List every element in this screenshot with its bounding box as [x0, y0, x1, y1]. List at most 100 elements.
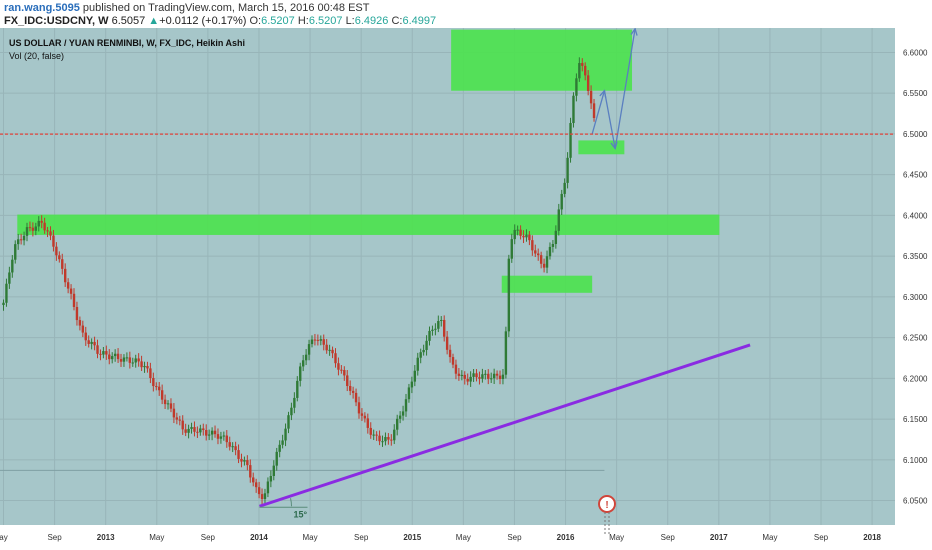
- candle-body: [275, 451, 278, 466]
- candle-body: [207, 434, 211, 436]
- publish-info: ran.wang.5095 published on TradingView.c…: [4, 2, 369, 14]
- candle-body: [278, 444, 281, 452]
- x-tick-label: 2018: [863, 533, 881, 542]
- price-chart[interactable]: 15° 6.4997 US DOLLAR / YUAN RENMINBI, W,…: [0, 28, 932, 550]
- high-label: H:: [297, 15, 309, 27]
- candle-body: [334, 353, 337, 364]
- y-tick-label: 6.5500: [903, 89, 928, 98]
- candle-body: [442, 319, 446, 337]
- candle-body: [584, 65, 587, 76]
- event-flag[interactable]: !: [598, 495, 616, 536]
- candle-body: [346, 375, 349, 387]
- candle-body: [472, 373, 475, 377]
- candle-body: [469, 376, 472, 382]
- candle-body: [46, 230, 49, 232]
- candle-body: [122, 357, 126, 362]
- candle-body: [96, 345, 99, 354]
- candle-body: [351, 390, 355, 393]
- candle-body: [301, 360, 305, 367]
- y-tick-label: 6.5000: [903, 130, 928, 139]
- candle-body: [525, 234, 528, 238]
- candle-body: [513, 229, 516, 240]
- chart-subtitle: Vol (20, false): [9, 51, 64, 61]
- plot-area[interactable]: [0, 28, 895, 525]
- candle-body: [40, 220, 43, 223]
- candle-body: [166, 403, 170, 405]
- candle-body: [257, 487, 261, 495]
- candle-body: [19, 239, 23, 241]
- candle-body: [116, 353, 120, 360]
- candle-body: [193, 427, 196, 432]
- price-value: 6.5057: [111, 15, 146, 27]
- candle-body: [160, 390, 164, 400]
- candle-body: [357, 402, 361, 414]
- candle-body: [181, 420, 184, 430]
- drawings-layer: 15°: [259, 28, 751, 519]
- low-label: L:: [345, 15, 355, 27]
- candle-body: [375, 434, 378, 436]
- candle-body: [539, 255, 543, 264]
- candle-body: [240, 458, 243, 462]
- candle-body: [11, 259, 14, 273]
- candle-body: [478, 377, 481, 379]
- candle-body: [528, 234, 531, 241]
- candle-body: [249, 465, 252, 478]
- candle-body: [328, 349, 331, 351]
- candle-body: [548, 246, 552, 257]
- candle-body: [448, 349, 452, 358]
- candle-body: [72, 293, 76, 307]
- candle-body: [490, 378, 493, 380]
- candle-body: [586, 75, 590, 91]
- x-tick-label: 2017: [710, 533, 728, 542]
- author-link[interactable]: ran.wang.5095: [4, 2, 80, 14]
- zone-6300: [501, 275, 593, 293]
- candle-body: [243, 460, 246, 462]
- x-axis-panel[interactable]: [0, 525, 932, 550]
- x-tick-label: May: [456, 533, 471, 542]
- candle-body: [131, 362, 134, 364]
- candle-body: [184, 429, 187, 433]
- candle-body: [354, 392, 358, 403]
- candle-body: [222, 435, 226, 437]
- candle-body: [199, 428, 202, 433]
- change-value: +0.0112 (+0.17%): [159, 15, 247, 27]
- candle-body: [572, 95, 575, 124]
- candle-body: [49, 231, 52, 236]
- projection-arrowhead: [599, 89, 607, 98]
- y-axis-panel[interactable]: [895, 28, 932, 525]
- candle-body: [510, 239, 513, 259]
- y-axis: 6.6000 6.5500 6.5000 6.4500 6.4000 6.3500 6.30…: [903, 48, 928, 505]
- candle-body: [137, 358, 140, 362]
- candle-body: [234, 446, 237, 451]
- candle-body: [437, 320, 440, 329]
- candle-body: [425, 340, 428, 350]
- candle-body: [5, 283, 8, 303]
- y-tick-label: 6.2500: [903, 334, 928, 343]
- candle-body: [231, 446, 234, 448]
- candle-body: [16, 239, 20, 245]
- candle-body: [293, 397, 296, 408]
- candle-body: [149, 368, 152, 379]
- candle-body: [75, 306, 79, 321]
- candle-body: [66, 282, 70, 289]
- candle-body: [401, 411, 405, 416]
- candle-body: [260, 494, 264, 500]
- candle-body: [551, 243, 555, 247]
- close-value: 6.4997: [402, 15, 437, 27]
- candle-body: [287, 415, 290, 429]
- candle-body: [14, 244, 17, 260]
- candle-body: [237, 450, 240, 459]
- supply-zone-top: [451, 29, 633, 91]
- candle-body: [363, 415, 367, 419]
- candle-body: [501, 374, 505, 380]
- y-tick-label: 6.3000: [903, 293, 928, 302]
- x-axis: ay Sep 2013 May Sep 2014 May Sep 2015 May Sep 2016 M…: [0, 533, 882, 542]
- event-flag-icon[interactable]: [598, 495, 616, 513]
- open-value: 6.5207: [261, 15, 295, 27]
- candle-body: [554, 230, 558, 244]
- candle-body: [348, 386, 352, 391]
- candle-body: [178, 419, 181, 421]
- candle-body: [495, 373, 499, 376]
- candle-body: [387, 437, 390, 440]
- candle-body: [196, 431, 199, 433]
